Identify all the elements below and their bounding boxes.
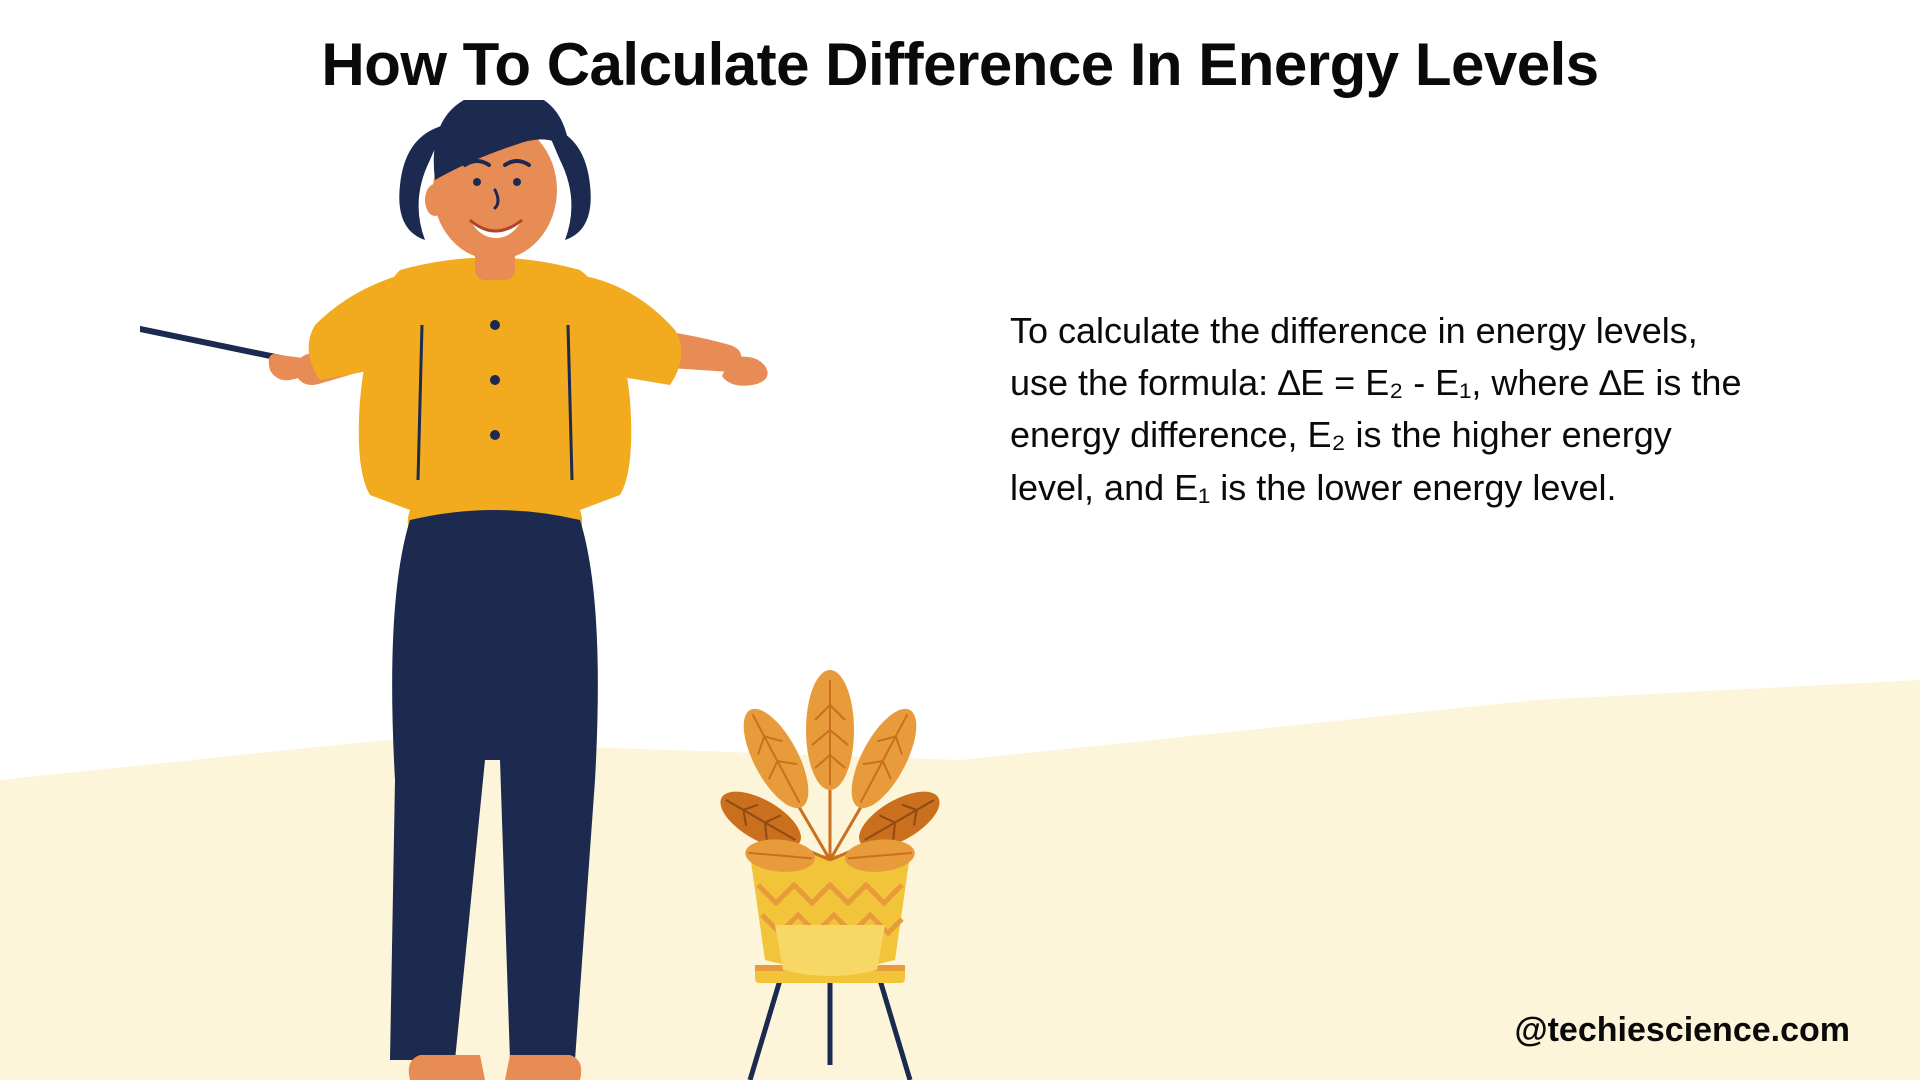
explanation-text: To calculate the difference in energy le… xyxy=(1010,305,1760,514)
page-title: How To Calculate Difference In Energy Le… xyxy=(0,30,1920,99)
plant-illustration xyxy=(700,670,960,1080)
attribution-text: @techiescience.com xyxy=(1514,1011,1850,1050)
